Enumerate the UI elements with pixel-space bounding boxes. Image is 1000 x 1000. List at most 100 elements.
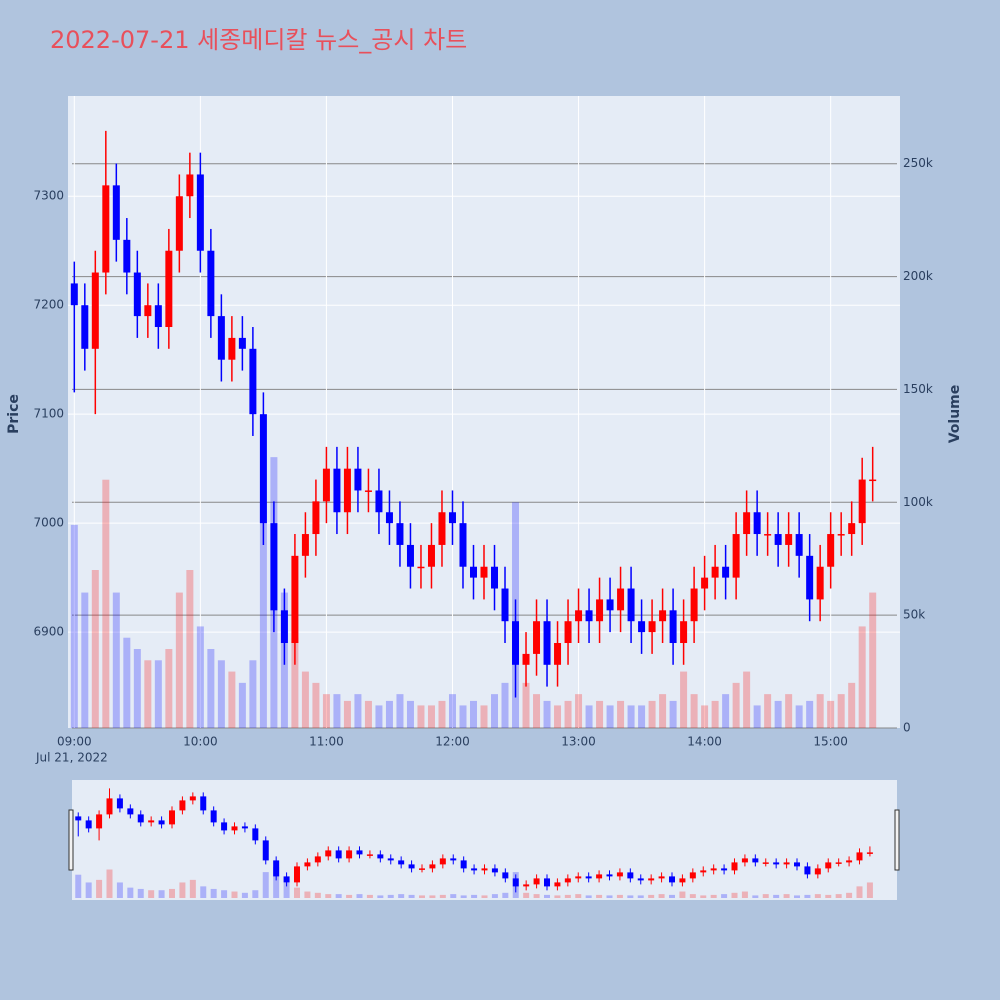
range-slider[interactable]	[72, 780, 897, 900]
mini-volume-bar	[398, 894, 405, 898]
candle-body	[732, 534, 740, 578]
candle-body	[133, 272, 141, 317]
candle-body	[627, 588, 635, 622]
volume-bar	[259, 502, 267, 728]
volume-bar	[827, 700, 835, 728]
volume-bar	[291, 637, 299, 728]
y2-tick-label: 150k	[903, 382, 933, 396]
mini-volume-bar	[96, 879, 103, 898]
candle-body	[690, 588, 698, 622]
y2-tick-label: 100k	[903, 495, 933, 509]
mini-candle-body	[314, 856, 321, 863]
candle-body	[785, 534, 793, 545]
mini-candle-body	[669, 876, 675, 883]
mini-volume-bar	[241, 892, 248, 898]
mini-volume-bar	[783, 894, 790, 898]
mini-candle-body	[856, 852, 863, 861]
volume-bar	[858, 626, 866, 728]
mini-candle-body	[752, 858, 759, 863]
candle-body	[81, 305, 89, 349]
range-handle[interactable]	[68, 809, 74, 871]
mini-candle-body	[585, 876, 592, 879]
volume-bar	[228, 671, 236, 728]
mini-volume-bar	[346, 894, 353, 898]
volume-bar	[848, 682, 856, 728]
mini-volume-bar	[283, 882, 290, 898]
candle-body	[144, 305, 152, 317]
mini-candle-body	[627, 872, 634, 879]
mini-volume-bar	[721, 894, 728, 898]
volume-bar	[70, 524, 78, 728]
volume-bar	[186, 570, 194, 728]
volume-bar	[869, 592, 877, 728]
mini-candle-body	[439, 858, 446, 865]
y2-tick-label: 200k	[903, 269, 933, 283]
x-tick-label: 11:00	[309, 735, 344, 749]
candle-body	[848, 523, 856, 535]
volume-bar	[448, 694, 456, 728]
candle-body	[806, 555, 814, 600]
volume-bar	[144, 660, 152, 728]
mini-candle-body	[366, 854, 373, 856]
mini-volume-bar	[439, 894, 446, 898]
mini-candle-body	[252, 828, 259, 841]
mini-candle-body	[262, 840, 269, 861]
candle-body	[291, 555, 299, 644]
y-tick-label: 7300	[33, 189, 64, 203]
mini-volume-bar	[804, 894, 811, 898]
mini-volume-bar	[648, 894, 655, 898]
mini-volume-bar	[741, 891, 748, 898]
candle-body	[354, 468, 362, 491]
mini-volume-bar	[731, 892, 738, 898]
mini-candle-body	[648, 878, 655, 881]
mini-volume-bar	[856, 886, 863, 898]
candle-body	[375, 490, 383, 513]
mini-volume-bar	[231, 891, 238, 898]
mini-candle-body	[596, 874, 603, 879]
volume-bar	[123, 637, 131, 728]
candle-body	[837, 534, 845, 536]
mini-volume-bar	[200, 886, 207, 898]
mini-volume-bar	[127, 887, 134, 898]
mini-candle-body	[773, 862, 780, 865]
mini-volume-bar	[387, 894, 394, 898]
mini-candle-body	[116, 798, 123, 809]
mini-candle-body	[658, 876, 665, 879]
candle-body	[522, 653, 530, 665]
candle-body	[228, 337, 236, 360]
candle-body	[617, 588, 625, 611]
candle-body	[343, 468, 351, 513]
volume-bar	[774, 700, 782, 728]
range-handle[interactable]	[894, 809, 900, 871]
candle-body	[364, 490, 372, 492]
candle-body	[711, 566, 719, 578]
mini-volume-bar	[75, 874, 82, 898]
mini-candle-body	[148, 820, 155, 823]
mini-volume-bar	[575, 894, 582, 898]
mini-candle-body	[429, 864, 436, 869]
candle-body	[112, 185, 120, 240]
volume-bar	[785, 694, 793, 728]
y-tick-label: 6900	[33, 625, 64, 639]
volume-bar	[680, 671, 688, 728]
volume-bar	[249, 660, 257, 728]
volume-bar	[522, 682, 530, 728]
mini-volume-bar	[85, 882, 92, 898]
volume-bar	[753, 705, 761, 728]
volume-bar	[743, 671, 751, 728]
candle-body	[322, 468, 330, 502]
volume-bar	[385, 700, 393, 728]
mini-candle-body	[85, 820, 92, 829]
candle-body	[827, 534, 835, 567]
volume-bar	[617, 700, 625, 728]
y2-axis-title: Volume	[947, 385, 963, 444]
mini-candle-body	[846, 860, 853, 863]
mini-candle-body	[179, 800, 186, 811]
mini-volume-bar	[335, 894, 342, 898]
y-tick-label: 7200	[33, 298, 64, 312]
candle-body	[91, 272, 99, 349]
candle-body	[774, 534, 782, 545]
mini-candle-body	[346, 850, 353, 859]
volume-bar	[91, 570, 99, 728]
mini-volume-bar	[846, 892, 853, 898]
